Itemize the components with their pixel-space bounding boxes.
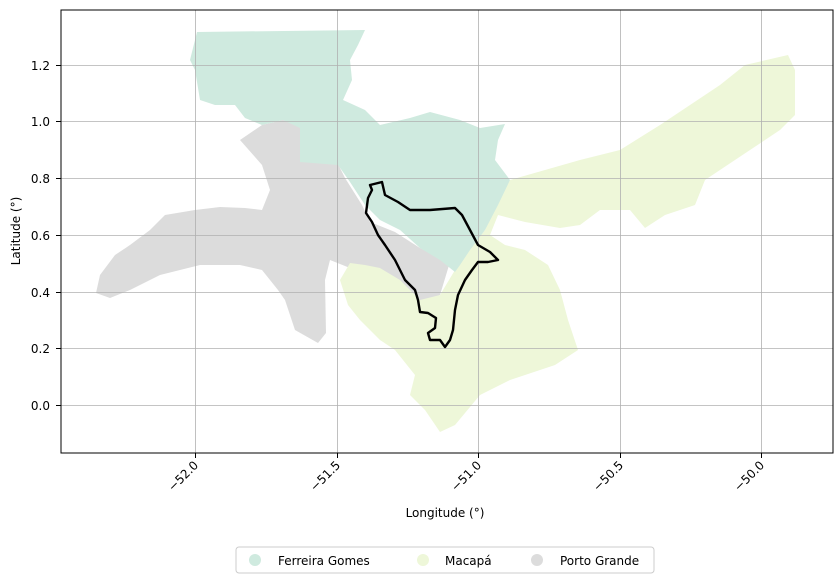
- legend-label-porto-grande: Porto Grande: [560, 554, 639, 568]
- legend-marker-porto-grande: [531, 554, 543, 566]
- x-tick-label: −50.5: [590, 458, 626, 494]
- y-axis-label: Latitude (°): [9, 197, 23, 266]
- y-tick-label: 0.4: [31, 286, 50, 300]
- region-macapa: [340, 55, 795, 432]
- x-tick-label: −50.0: [731, 458, 767, 494]
- legend-marker-ferreira-gomes: [249, 554, 261, 566]
- region-ferreira-gomes: [190, 30, 510, 272]
- legend-label-ferreira-gomes: Ferreira Gomes: [278, 554, 370, 568]
- y-tick-label: 0.0: [31, 399, 50, 413]
- legend-frame: [235, 546, 655, 574]
- legend-label-macapa: Macapá: [445, 554, 492, 568]
- study-area-outline: [364, 180, 500, 349]
- y-tick-labels: 0.0 0.2 0.4 0.6 0.8 1.0 1.2: [31, 59, 50, 413]
- tick-marks: [56, 65, 762, 458]
- x-tick-labels: −52.0 −51.5 −51.0 −50.5 −50.0: [165, 458, 767, 494]
- y-tick-label: 0.8: [31, 172, 50, 186]
- axes-frame: [60, 9, 834, 454]
- x-axis-label: Longitude (°): [406, 506, 485, 520]
- x-tick-label: −51.5: [307, 458, 343, 494]
- y-tick-label: 0.6: [31, 229, 50, 243]
- y-tick-label: 1.2: [31, 59, 50, 73]
- x-tick-label: −51.0: [448, 458, 484, 494]
- map-regions: [96, 30, 795, 432]
- y-tick-label: 0.2: [31, 342, 50, 356]
- x-tick-label: −52.0: [165, 458, 201, 494]
- grid: [61, 10, 833, 453]
- legend-marker-macapa: [417, 554, 429, 566]
- region-porto-grande: [96, 120, 450, 343]
- legend: Ferreira Gomes Macapá Porto Grande: [235, 546, 655, 574]
- y-tick-label: 1.0: [31, 115, 50, 129]
